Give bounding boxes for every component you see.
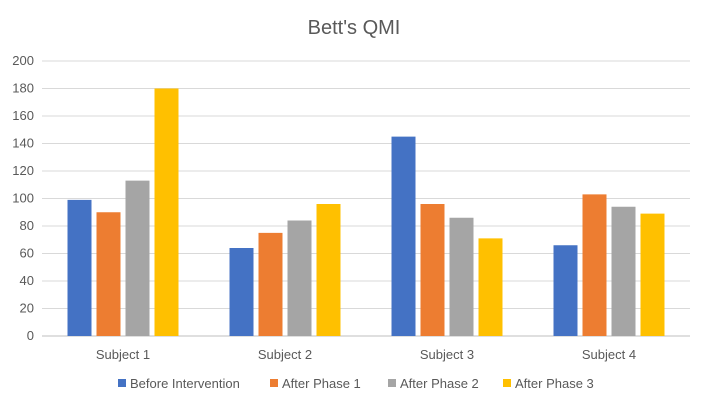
- x-axis-ticks: Subject 1 Subject 2 Subject 3 Subject 4: [96, 347, 636, 362]
- y-tick-label: 80: [20, 218, 34, 233]
- y-tick-label: 180: [12, 81, 34, 96]
- y-tick-label: 200: [12, 53, 34, 68]
- bar: [258, 232, 283, 336]
- legend-label: After Phase 2: [400, 376, 479, 391]
- bars: [67, 88, 665, 336]
- bar: [582, 194, 607, 336]
- x-tick-label: Subject 2: [258, 347, 312, 362]
- x-tick-label: Subject 3: [420, 347, 474, 362]
- legend-swatch: [270, 379, 278, 387]
- legend: Before Intervention After Phase 1 After Ph…: [118, 376, 594, 391]
- legend-label: After Phase 3: [515, 376, 594, 391]
- y-tick-label: 120: [12, 163, 34, 178]
- legend-label: Before Intervention: [130, 376, 240, 391]
- bar: [478, 238, 503, 336]
- bar: [96, 212, 121, 336]
- y-tick-label: 140: [12, 136, 34, 151]
- bar: [229, 248, 254, 336]
- x-tick-label: Subject 1: [96, 347, 150, 362]
- gridlines: [42, 60, 690, 337]
- y-tick-label: 40: [20, 273, 34, 288]
- bar: [391, 136, 416, 336]
- y-tick-label: 0: [27, 328, 34, 343]
- legend-swatch: [388, 379, 396, 387]
- y-tick-label: 100: [12, 191, 34, 206]
- legend-swatch: [503, 379, 511, 387]
- bar: [449, 217, 474, 336]
- bar: [154, 88, 179, 336]
- y-tick-label: 60: [20, 246, 34, 261]
- bar: [125, 180, 150, 336]
- bar: [287, 220, 312, 336]
- legend-label: After Phase 1: [282, 376, 361, 391]
- bar: [611, 206, 636, 336]
- bar: [67, 199, 92, 336]
- bar: [640, 213, 665, 336]
- y-axis-ticks: 0 20 40 60 80 100 120 140 160 180 200: [12, 53, 34, 343]
- chart-title: Bett's QMI: [308, 17, 401, 39]
- x-tick-label: Subject 4: [582, 347, 636, 362]
- bar: [553, 245, 578, 336]
- y-tick-label: 20: [20, 301, 34, 316]
- legend-swatch: [118, 379, 126, 387]
- y-tick-label: 160: [12, 108, 34, 123]
- bar: [316, 204, 341, 336]
- bar: [420, 204, 445, 336]
